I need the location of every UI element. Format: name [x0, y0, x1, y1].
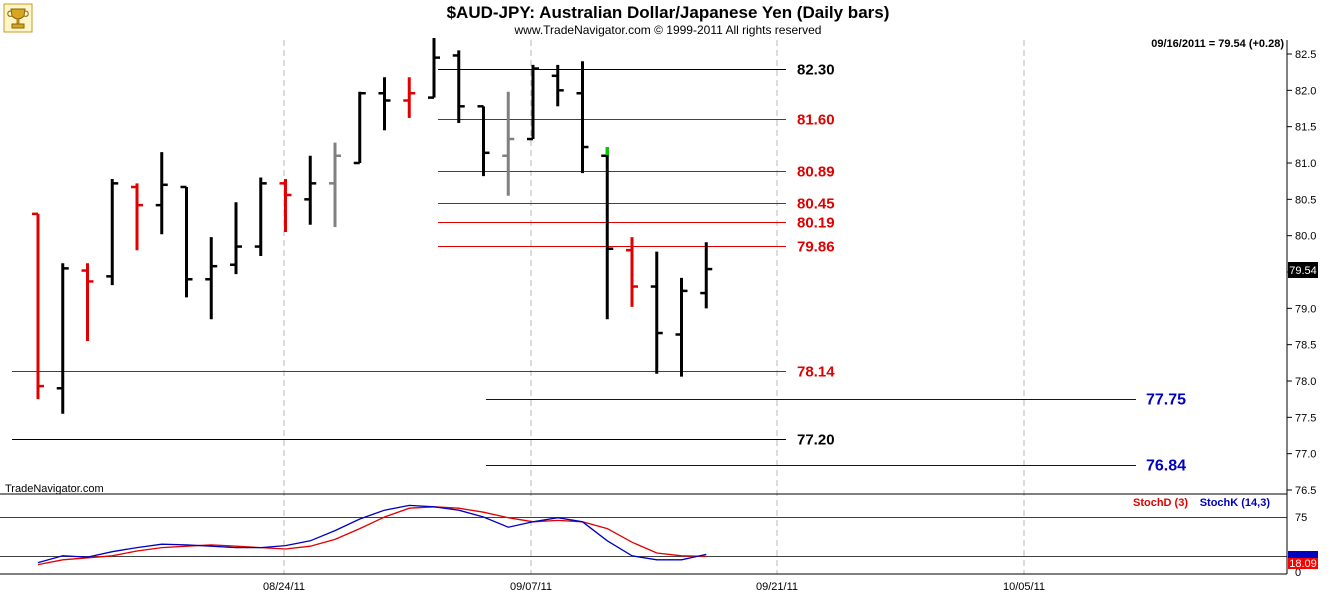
- trophy-icon: [3, 3, 33, 33]
- ohlc-bar: [180, 185, 193, 298]
- legend-stochd: StochD (3): [1133, 497, 1188, 509]
- chart-title: $AUD-JPY: Australian Dollar/Japanese Yen…: [447, 3, 890, 22]
- y-tick-label: 82.5: [1295, 49, 1316, 61]
- stoch-series-line: [37, 506, 707, 566]
- last-price-tag: [1288, 262, 1318, 278]
- stoch-y-tick-label: 0: [1295, 567, 1301, 579]
- price-readout: 09/16/2011 = 79.54 (+0.28): [1151, 38, 1284, 50]
- stoch-y-tick-label: 75: [1295, 512, 1307, 524]
- y-tick-label: 80.0: [1295, 231, 1316, 243]
- ohlc-bar: [329, 142, 341, 227]
- ohlc-bar: [650, 251, 663, 374]
- ohlc-bar: [230, 202, 242, 275]
- level-label: 80.19: [797, 215, 835, 232]
- x-tick-label: 09/21/11: [756, 581, 798, 593]
- stoch-last-label: 18.09: [1289, 558, 1317, 570]
- x-tick-label: 08/24/11: [263, 581, 305, 593]
- level-label: 81.60: [797, 112, 835, 129]
- y-tick-label: 81.0: [1295, 158, 1316, 170]
- ohlc-bar: [32, 212, 44, 400]
- chart-subtitle: www.TradeNavigator.com © 1999-2011 All r…: [514, 23, 822, 37]
- ohlc-bar: [279, 178, 292, 233]
- level-label: 78.14: [797, 364, 835, 381]
- level-label: 76.84: [1146, 458, 1186, 475]
- ohlc-bar: [551, 64, 564, 107]
- y-tick-label: 79.0: [1295, 303, 1316, 315]
- x-tick-label: 09/07/11: [510, 581, 552, 593]
- ohlc-bar: [378, 77, 391, 131]
- ohlc-bar: [700, 242, 713, 309]
- y-tick-label: 77.0: [1295, 449, 1316, 461]
- level-label: 79.86: [797, 239, 835, 256]
- ohlc-bar: [403, 77, 416, 118]
- ohlc-bar: [155, 152, 168, 235]
- ohlc-bar: [428, 38, 440, 99]
- ohlc-bar: [304, 155, 317, 225]
- stoch-last-tag-top: [1288, 551, 1318, 558]
- price-levels: 82.30 81.60 80.89 80.45 80.19 79.86 78.14 77.75…: [12, 62, 1186, 475]
- x-tick-label: 10/05/11: [1003, 581, 1045, 593]
- ohlc-bar: [106, 178, 119, 286]
- level-label: 80.45: [797, 196, 835, 213]
- ohlc-bar: [56, 263, 69, 414]
- ohlc-bar: [601, 147, 614, 320]
- y-tick-label: 78.5: [1295, 340, 1316, 352]
- level-label: 77.75: [1146, 392, 1186, 409]
- level-label: 80.89: [797, 164, 835, 181]
- y-tick-label: 78.0: [1295, 376, 1316, 388]
- ohlc-bar: [527, 64, 539, 141]
- plot-background: [0, 40, 1287, 594]
- grid: [283, 40, 1025, 574]
- stoch-series-line: [37, 504, 707, 564]
- y-tick-label: 80.5: [1295, 194, 1316, 206]
- watermark: TradeNavigator.com: [5, 483, 104, 495]
- ohlc-bar: [675, 277, 688, 377]
- ohlc-bar: [502, 91, 515, 196]
- ohlc-bar: [131, 183, 143, 251]
- y-tick-label: 81.5: [1295, 122, 1316, 134]
- ohlc-bar: [477, 105, 490, 177]
- legend-stochk: StochK (14,3): [1200, 497, 1271, 509]
- level-label: 82.30: [797, 62, 835, 79]
- ohlc-bar: [353, 91, 366, 165]
- ohlc-bar: [81, 263, 94, 342]
- ohlc-bar: [452, 50, 465, 124]
- ohlc-bar: [254, 177, 267, 257]
- ohlc-bar: [576, 61, 589, 174]
- ohlc-bar: [205, 237, 218, 320]
- level-label: 77.20: [797, 432, 835, 449]
- y-tick-label: 82.0: [1295, 85, 1316, 97]
- y-tick-label: 77.5: [1295, 412, 1316, 424]
- last-price-label: 79.54: [1289, 265, 1317, 277]
- price-bars: [32, 38, 713, 414]
- stochastic-panel: [0, 504, 1287, 566]
- axes: 08/24/11 09/07/11 09/21/11 10/05/11 82.5 82.0…: [0, 40, 1316, 593]
- ohlc-bar: [626, 237, 638, 307]
- y-tick-label: 76.5: [1295, 485, 1316, 497]
